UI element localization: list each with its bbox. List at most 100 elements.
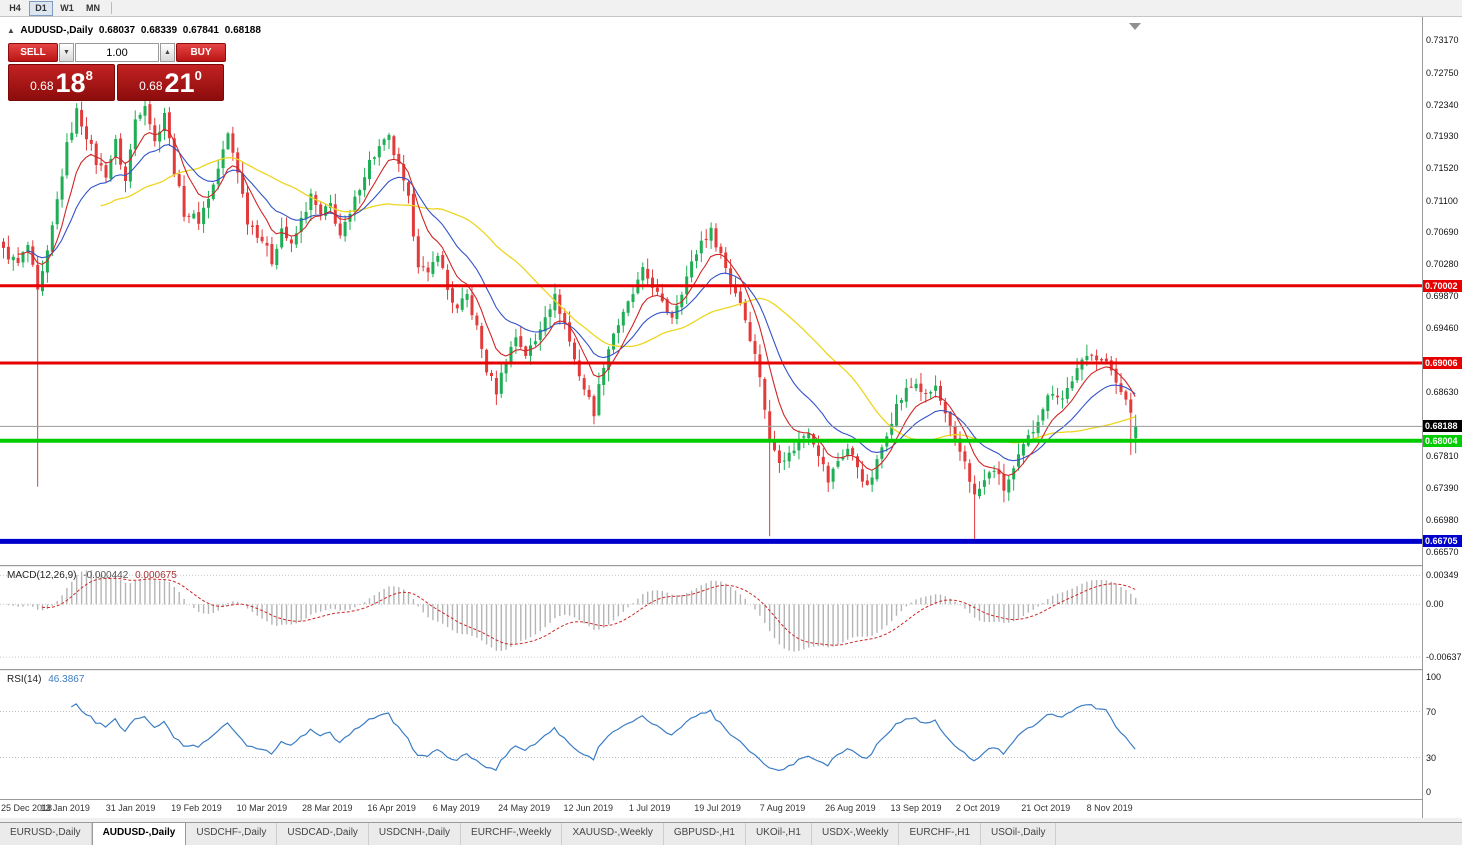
price-axis-tick: 0.72340 [1426,99,1459,110]
rsi-title: RSI(14) [7,674,42,685]
chart-tab-usdx-weekly[interactable]: USDX-,Weekly [812,823,900,845]
ohlc-low-value: 0.67841 [182,25,219,36]
toolbar-separator [111,2,112,14]
volume-decrease-button[interactable]: ▼ [59,43,74,62]
rsi-value: 46.3867 [48,674,85,685]
sell-price-pips: 18 [55,67,86,98]
price-axis-tick: 0.71100 [1426,195,1458,206]
rsi-axis-tick: 30 [1426,752,1437,763]
macd-chart-canvas[interactable] [0,567,1422,669]
volume-increase-button[interactable]: ▲ [160,43,175,62]
date-axis-label: 13 Jan 2019 [40,803,90,813]
rsi-panel-separator[interactable] [0,669,1422,671]
chart-tab-xauusd-weekly[interactable]: XAUUSD-,Weekly [562,823,664,845]
rsi-axis-tick: 100 [1426,672,1442,682]
timeframe-toolbar: H4 D1 W1 MN [0,0,1462,17]
chart-symbol-label: AUDUSD-,Daily [20,25,94,36]
timeframe-button-w1[interactable]: W1 [55,1,79,16]
price-axis-tick: 0.67810 [1426,450,1459,461]
date-axis-label: 10 Mar 2019 [236,803,288,813]
price-axis[interactable]: 0.73170 0.72750 0.72340 0.71930 0.71520 0.711… [1422,17,1462,818]
rsi-indicator-label: RSI(14) 46.3867 [7,674,88,685]
macd-title: MACD(12,26,9) [7,570,77,581]
chart-area[interactable]: 25 Dec 2018 13 Jan 2019 31 Jan 2019 19 Feb … [0,17,1422,818]
chart-tab-usoil-daily[interactable]: USOil-,Daily [981,823,1057,845]
sell-price-display[interactable]: 0.68 18 8 [8,64,115,101]
date-axis-label: 26 Aug 2019 [825,803,876,813]
chart-ohlc-header: ▲ AUDUSD-,Daily 0.68037 0.68339 0.67841 … [7,25,264,36]
price-axis-tick: 0.66980 [1426,515,1459,526]
timeframe-button-d1[interactable]: D1 [29,0,53,16]
date-axis-label: 19 Jul 2019 [694,803,741,813]
trade-quotes-row: 0.68 18 8 0.68 21 0 [8,64,226,101]
ohlc-close-value: 0.68188 [224,25,261,36]
window-resize-strip [0,818,1462,822]
level-badge: 0.68004 [1423,434,1462,447]
chart-tab-eurchf-weekly[interactable]: EURCHF-,Weekly [461,823,563,845]
level-badge: 0.66705 [1423,535,1462,548]
price-axis-tick: 0.67390 [1426,483,1459,494]
date-axis-label: 7 Aug 2019 [759,803,806,813]
one-click-collapse-icon[interactable]: ▲ [7,26,15,35]
macd-main-value: -0.000442 [83,570,129,581]
date-axis-label: 28 Mar 2019 [301,803,353,813]
time-axis[interactable]: 25 Dec 2018 13 Jan 2019 31 Jan 2019 19 Feb … [0,799,1422,817]
chart-tab-audusd-daily[interactable]: AUDUSD-,Daily [91,823,187,845]
timeframe-button-mn[interactable]: MN [81,1,105,16]
date-axis-label: 19 Feb 2019 [171,803,222,813]
macd-axis-tick: -0.00637 [1426,652,1462,663]
buy-price-pips: 21 [164,67,195,98]
price-axis-tick: 0.68630 [1426,387,1459,398]
date-axis-label: 13 Sep 2019 [890,803,942,813]
chart-tab-usdchf-daily[interactable]: USDCHF-,Daily [186,823,278,845]
chart-tab-bar: EURUSD-,Daily AUDUSD-,Daily USDCHF-,Daily U… [0,822,1462,845]
macd-axis-tick: 0.00349 [1426,570,1459,581]
price-axis-tick: 0.71930 [1426,131,1459,142]
price-axis-tick: 0.70280 [1426,259,1459,270]
buy-price-point: 0 [194,68,202,83]
chart-tab-usdcad-daily[interactable]: USDCAD-,Daily [277,823,369,845]
sell-button[interactable]: SELL [8,43,58,62]
timeframe-button-h4[interactable]: H4 [3,1,27,16]
trade-controls-row: SELL ▼ ▲ BUY [8,43,226,62]
volume-input[interactable] [75,43,159,62]
price-axis-tick: 0.69460 [1426,322,1459,333]
date-axis-label: 1 Jul 2019 [628,803,671,813]
price-axis-tick: 0.70690 [1426,227,1459,238]
price-axis-tick: 0.66570 [1426,546,1459,557]
date-axis-label: 12 Jun 2019 [563,803,614,813]
chart-tab-eurchf-h1[interactable]: EURCHF-,H1 [899,823,982,845]
chart-tab-usdcnh-daily[interactable]: USDCNH-,Daily [369,823,462,845]
buy-price-prefix: 0.68 [139,79,163,93]
date-axis-label: 6 May 2019 [432,803,480,813]
rsi-chart-canvas[interactable] [0,671,1422,799]
sell-price-point: 8 [85,68,93,83]
macd-panel-separator[interactable] [0,565,1422,567]
ohlc-open-value: 0.68037 [98,25,136,36]
buy-button[interactable]: BUY [176,43,226,62]
sell-price-prefix: 0.68 [30,79,54,93]
price-chart-canvas[interactable] [0,17,1422,565]
chart-tab-ukoil-h1[interactable]: UKOil-,H1 [746,823,812,845]
price-axis-tick: 0.72750 [1426,67,1459,78]
date-axis-label: 2 Oct 2019 [955,803,1000,813]
chart-tab-gbpusd-h1[interactable]: GBPUSD-,H1 [664,823,746,845]
price-axis-tick: 0.71520 [1426,163,1459,174]
date-axis-label: 21 Oct 2019 [1021,803,1071,813]
current-price-badge: 0.68188 [1423,420,1462,433]
macd-axis-tick: 0.00 [1426,599,1444,610]
date-axis-label: 24 May 2019 [498,803,551,813]
level-badge: 0.69006 [1423,357,1462,369]
date-axis-label: 31 Jan 2019 [105,803,156,813]
ohlc-high-value: 0.68339 [140,25,178,36]
macd-indicator-label: MACD(12,26,9) -0.000442 0.000675 [7,570,181,581]
macd-signal-value: 0.000675 [135,570,177,581]
date-axis-label: 8 Nov 2019 [1086,803,1133,813]
chart-workspace: 25 Dec 2018 13 Jan 2019 31 Jan 2019 19 Feb … [0,17,1462,818]
date-axis-label: 16 Apr 2019 [367,803,416,813]
date-axis-label: 25 Dec 2018 [1,803,53,813]
chart-tab-eurusd-daily[interactable]: EURUSD-,Daily [0,823,92,845]
price-axis-tick: 0.73170 [1426,35,1459,46]
buy-price-display[interactable]: 0.68 21 0 [117,64,224,101]
